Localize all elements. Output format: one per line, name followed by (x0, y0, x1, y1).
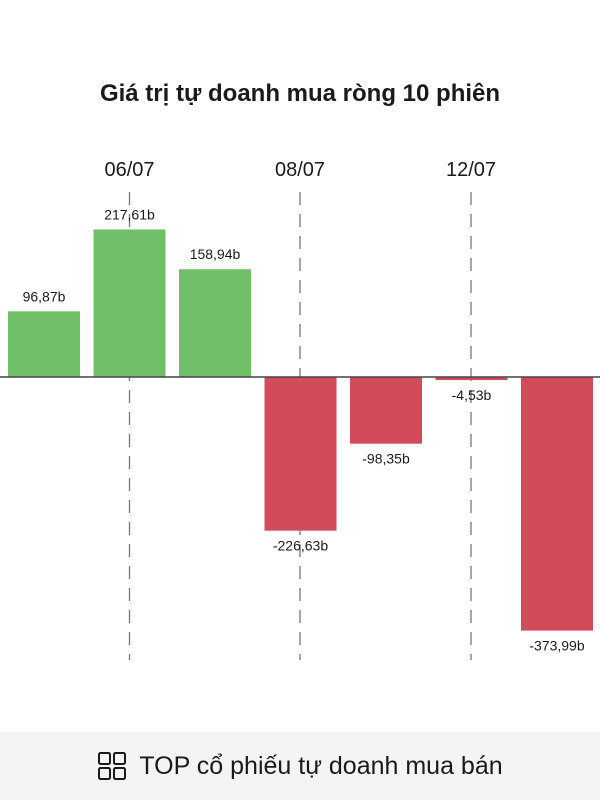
x-tick-label: 12/07 (446, 159, 496, 181)
top-stocks-button[interactable]: TOP cổ phiếu tự doanh mua bán (0, 732, 600, 800)
grid-icon (98, 752, 127, 780)
bar-chart: 06/07 08/07 12/07 96,87b 217,61b 158,94b -226,… (0, 159, 600, 660)
bar (521, 377, 593, 631)
bar (350, 377, 422, 444)
bar (93, 229, 166, 377)
data-label: -373,99b (529, 638, 584, 654)
bar (8, 311, 80, 377)
data-label: -4,53b (452, 387, 492, 403)
bar (179, 269, 251, 377)
x-tick-label: 06/07 (104, 159, 154, 181)
top-stocks-label: TOP cổ phiếu tự doanh mua bán (139, 751, 503, 780)
x-tick-label: 08/07 (275, 159, 325, 181)
data-label: 158,94b (190, 246, 241, 262)
data-label: -98,35b (362, 451, 410, 467)
bar (435, 377, 508, 381)
data-label: 96,87b (23, 288, 66, 304)
chart-title: Giá trị tự doanh mua ròng 10 phiên (99, 80, 501, 107)
data-label: -226,63b (273, 538, 328, 554)
bar (264, 377, 337, 531)
data-label: 217,61b (104, 206, 155, 222)
